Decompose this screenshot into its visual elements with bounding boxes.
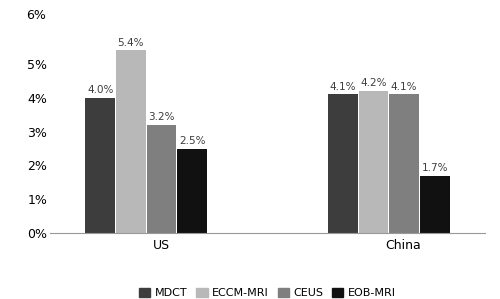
Text: 1.7%: 1.7%: [422, 163, 448, 173]
Bar: [116, 50, 146, 233]
Text: 3.2%: 3.2%: [148, 112, 175, 122]
Text: 2.5%: 2.5%: [179, 136, 206, 146]
Bar: [147, 125, 176, 233]
Bar: [390, 94, 419, 233]
Bar: [328, 94, 358, 233]
Legend: MDCT, ECCM-MRI, CEUS, EOB-MRI: MDCT, ECCM-MRI, CEUS, EOB-MRI: [135, 283, 400, 299]
Text: 4.1%: 4.1%: [391, 82, 417, 91]
Bar: [178, 149, 207, 233]
Text: 4.2%: 4.2%: [360, 78, 386, 88]
Bar: [420, 176, 450, 233]
Text: 4.1%: 4.1%: [330, 82, 356, 91]
Text: 4.0%: 4.0%: [87, 85, 114, 95]
Text: 6%: 6%: [26, 9, 46, 22]
Bar: [86, 98, 115, 233]
Text: 5.4%: 5.4%: [118, 37, 144, 48]
Bar: [358, 91, 388, 233]
